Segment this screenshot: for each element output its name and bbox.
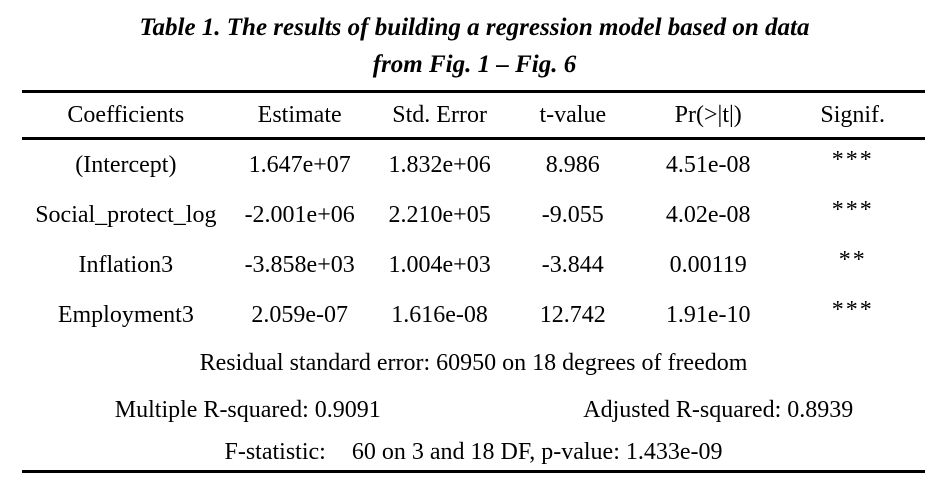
significance-stars: ** bbox=[838, 246, 867, 273]
table-row-inflation3: Inflation3 -3.858e+03 1.004e+03 -3.844 0… bbox=[22, 240, 925, 290]
cell-coefficient: Inflation3 bbox=[78, 251, 174, 278]
cell-pr: 1.91e-10 bbox=[665, 301, 751, 328]
table-title-line1: Table 1. The results of building a regre… bbox=[139, 14, 810, 41]
table-title-line2: from Fig. 1 – Fig. 6 bbox=[372, 51, 577, 78]
cell-signif: ** bbox=[780, 247, 924, 279]
cell-t-value: 8.986 bbox=[545, 151, 600, 178]
col-header-estimate: Estimate bbox=[257, 101, 342, 128]
significance-stars: *** bbox=[831, 196, 874, 223]
top-rule bbox=[22, 90, 925, 93]
cell-estimate: -3.858e+03 bbox=[244, 251, 355, 278]
f-statistic-value: 60 on 3 and 18 DF, p-value: 1.433e-09 bbox=[351, 438, 723, 465]
cell-std-error: 1.004e+03 bbox=[388, 251, 491, 278]
cell-std-error: 1.616e-08 bbox=[391, 301, 488, 328]
table-title: Table 1. The results of building a regre… bbox=[0, 0, 949, 90]
bottom-rule bbox=[22, 470, 925, 473]
f-statistic-label: F-statistic: bbox=[224, 438, 326, 465]
col-header-signif: Signif. bbox=[820, 101, 886, 128]
cell-coefficient: Employment3 bbox=[57, 301, 194, 328]
r-squared-row: Multiple R-squared: 0.9091 Adjusted R-sq… bbox=[22, 386, 925, 434]
cell-signif: *** bbox=[780, 297, 924, 329]
cell-signif: *** bbox=[780, 197, 924, 229]
cell-t-value: 12.742 bbox=[539, 301, 606, 328]
cell-t-value: -9.055 bbox=[541, 201, 604, 228]
f-statistic-line: F-statistic: 60 on 3 and 18 DF, p-value:… bbox=[22, 434, 925, 470]
header-row: Coefficients Estimate Std. Error t-value… bbox=[22, 93, 925, 137]
cell-std-error: 1.832e+06 bbox=[388, 151, 491, 178]
significance-stars: *** bbox=[831, 296, 874, 323]
col-header-pr: Pr(>|t|) bbox=[674, 101, 742, 128]
cell-std-error: 2.210e+05 bbox=[388, 201, 491, 228]
cell-t-value: -3.844 bbox=[541, 251, 604, 278]
col-header-coefficients: Coefficients bbox=[67, 101, 185, 128]
table-row-social-protect-log: Social_protect_log -2.001e+06 2.210e+05 … bbox=[22, 190, 925, 240]
adjusted-r-squared: Adjusted R-squared: 0.8939 bbox=[583, 396, 854, 423]
cell-pr: 0.00119 bbox=[669, 251, 747, 278]
cell-estimate: -2.001e+06 bbox=[244, 201, 355, 228]
table-row-employment3: Employment3 2.059e-07 1.616e-08 12.742 1… bbox=[22, 290, 925, 340]
regression-table: Coefficients Estimate Std. Error t-value… bbox=[22, 90, 925, 473]
cell-coefficient: (Intercept) bbox=[75, 151, 177, 178]
significance-stars: *** bbox=[831, 146, 874, 173]
cell-estimate: 2.059e-07 bbox=[251, 301, 348, 328]
col-header-std-error: Std. Error bbox=[392, 101, 487, 128]
table-row-intercept: (Intercept) 1.647e+07 1.832e+06 8.986 4.… bbox=[22, 140, 925, 190]
cell-coefficient: Social_protect_log bbox=[35, 201, 217, 228]
cell-estimate: 1.647e+07 bbox=[248, 151, 351, 178]
cell-pr: 4.51e-08 bbox=[665, 151, 751, 178]
cell-signif: *** bbox=[780, 147, 924, 179]
multiple-r-squared: Multiple R-squared: 0.9091 bbox=[114, 396, 381, 423]
col-header-t-value: t-value bbox=[539, 101, 607, 128]
residual-standard-error-line: Residual standard error: 60950 on 18 deg… bbox=[199, 349, 748, 376]
cell-pr: 4.02e-08 bbox=[665, 201, 751, 228]
header-rule bbox=[22, 137, 925, 140]
